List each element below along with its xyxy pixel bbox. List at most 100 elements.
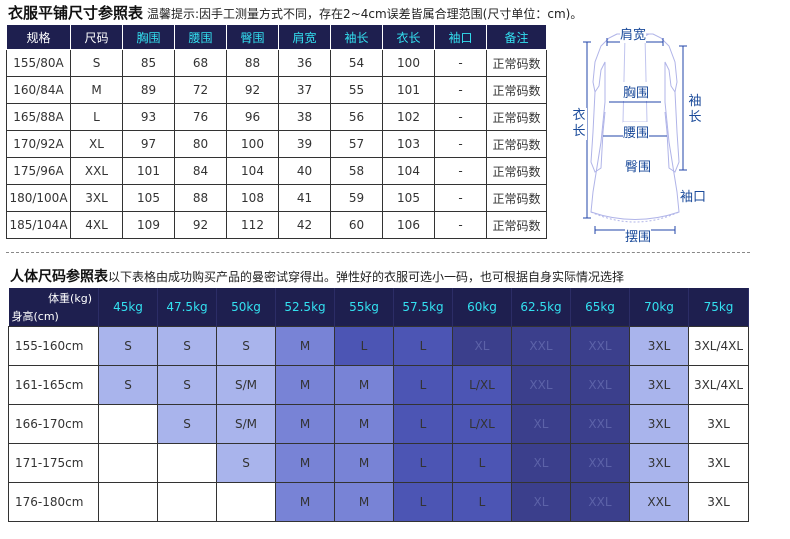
size-cell: S [98,365,158,405]
weight-header-cell: 62.5kg [511,288,571,327]
flat-cell: 正常码数 [486,211,547,239]
table-row: 155-160cm S S S M L L XL XXL XXL 3XL 3XL/4XL [8,326,749,366]
size-cell: XXL [570,326,630,366]
size-cell: XL [511,482,571,522]
size-cell: M [275,482,335,522]
size-cell: 3XL/4XL [688,326,749,366]
flat-cell: 101 [382,76,435,104]
flat-cell: 57 [330,130,383,158]
size-cell: XXL [511,365,571,405]
flat-header-cell: 腰围 [174,24,227,50]
size-cell: XXL [570,404,630,444]
size-cell: M [275,404,335,444]
weight-header-cell: 65kg [570,288,630,327]
size-cell: M [334,482,394,522]
flat-cell: 68 [174,49,227,77]
flat-cell: XXL [70,157,123,185]
flat-cell: 55 [330,76,383,104]
diagram-label-chest: 胸围 [623,82,650,101]
size-cell: S [157,365,217,405]
corner-header: 体重(kg) 身高(cm) [8,288,99,327]
flat-cell: 97 [122,130,175,158]
flat-cell: 112 [226,211,279,239]
table-row: 155/80A S 85 68 88 36 54 100- 正常码数 [6,49,547,77]
flat-header-cell: 肩宽 [278,24,331,50]
size-cell: XXL [511,326,571,366]
flat-cell: 165/88A [6,103,71,131]
size-cell: L [452,482,512,522]
size-cell: S [216,326,276,366]
weight-header-cell: 52.5kg [275,288,335,327]
size-cell: XXL [570,443,630,483]
size-cell: 3XL [629,326,689,366]
flat-cell: - [434,184,487,212]
table-row: 175/96A XXL 101 84 104 40 58 104- 正常码数 [6,157,547,185]
diagram-label-waist: 腰围 [623,122,650,141]
flat-header-cell: 袖长 [330,24,383,50]
size-cell: S/M [216,365,276,405]
flat-cell: 92 [174,211,227,239]
flat-cell: 85 [122,49,175,77]
flat-cell: 4XL [70,211,123,239]
height-cell: 161-165cm [8,365,99,405]
flat-cell: - [434,211,487,239]
flat-cell: 36 [278,49,331,77]
table-row: 160/84A M 89 72 92 37 55 101- 正常码数 [6,76,547,104]
flat-cell: 103 [382,130,435,158]
flat-cell: 60 [330,211,383,239]
flat-cell: 58 [330,157,383,185]
size-cell: L/XL [452,365,512,405]
body-size-title: 人体尺码参照表以下表格由成功购买产品的曼密试穿得出。弹性好的衣服可选小一码，也可… [10,266,624,286]
flat-cell: 100 [226,130,279,158]
size-cell [216,482,276,522]
diagram-label-hip: 臀围 [625,156,652,175]
flat-cell: M [70,76,123,104]
flat-header-cell: 臀围 [226,24,279,50]
flat-cell: 59 [330,184,383,212]
diagram-label-shoulder: 肩宽 [620,24,647,43]
flat-cell: 88 [226,49,279,77]
table-row: 165/88A L 93 76 96 38 56 102- 正常码数 [6,103,547,131]
flat-cell: L [70,103,123,131]
size-cell: L [334,326,394,366]
table-row: 166-170cm S S/M M M L L/XL XL XXL 3XL 3XL [8,404,749,444]
weight-header-cell: 55kg [334,288,394,327]
corner-height-label: 身高(cm) [11,310,59,323]
flat-cell: - [434,157,487,185]
size-cell: 3XL [629,404,689,444]
flat-header-cell: 备注 [486,24,547,50]
body-size-heading: 人体尺码参照表 [10,269,108,285]
flat-cell: 92 [226,76,279,104]
size-cell: S [157,404,217,444]
size-cell: 3XL/4XL [688,365,749,405]
diagram-label-hem: 摆围 [625,226,652,245]
flat-cell: 108 [226,184,279,212]
size-cell: L [393,365,453,405]
size-cell [98,482,158,522]
size-cell: L [393,443,453,483]
table-row: 171-175cm S M M L L XL XXL 3XL 3XL [8,443,749,483]
body-size-tip: 以下表格由成功购买产品的曼密试穿得出。弹性好的衣服可选小一码，也可根据自身实际情… [108,270,625,284]
flat-size-tip: 温馨提示:因手工测量方式不同，存在2~4cm误差皆属合理范围(尺寸单位：cm)。 [147,7,583,21]
flat-cell: 170/92A [6,130,71,158]
height-cell: 166-170cm [8,404,99,444]
body-size-header-row: 体重(kg) 身高(cm) 45kg 47.5kg 50kg 52.5kg 55kg 57… [8,288,749,327]
size-cell: XXL [570,365,630,405]
size-cell: L/XL [452,404,512,444]
flat-size-table: 规格 尺码 胸围 腰围 臀围 肩宽 袖长 衣长 袖口 备注 155/80A S 85 68 88 36 54 1… [6,24,547,239]
flat-cell: 88 [174,184,227,212]
flat-cell: 56 [330,103,383,131]
flat-cell: XL [70,130,123,158]
flat-size-header-row: 规格 尺码 胸围 腰围 臀围 肩宽 袖长 衣长 袖口 备注 [6,24,547,50]
size-cell: S [157,326,217,366]
size-cell: M [275,365,335,405]
weight-header-cell: 57.5kg [393,288,453,327]
flat-cell: 106 [382,211,435,239]
flat-cell: 76 [174,103,227,131]
flat-cell: 100 [382,49,435,77]
size-cell: 3XL [688,404,749,444]
flat-cell: S [70,49,123,77]
flat-cell: 正常码数 [486,130,547,158]
diagram-label-sleeve: 袖长 [687,94,703,126]
size-cell: XL [511,443,571,483]
